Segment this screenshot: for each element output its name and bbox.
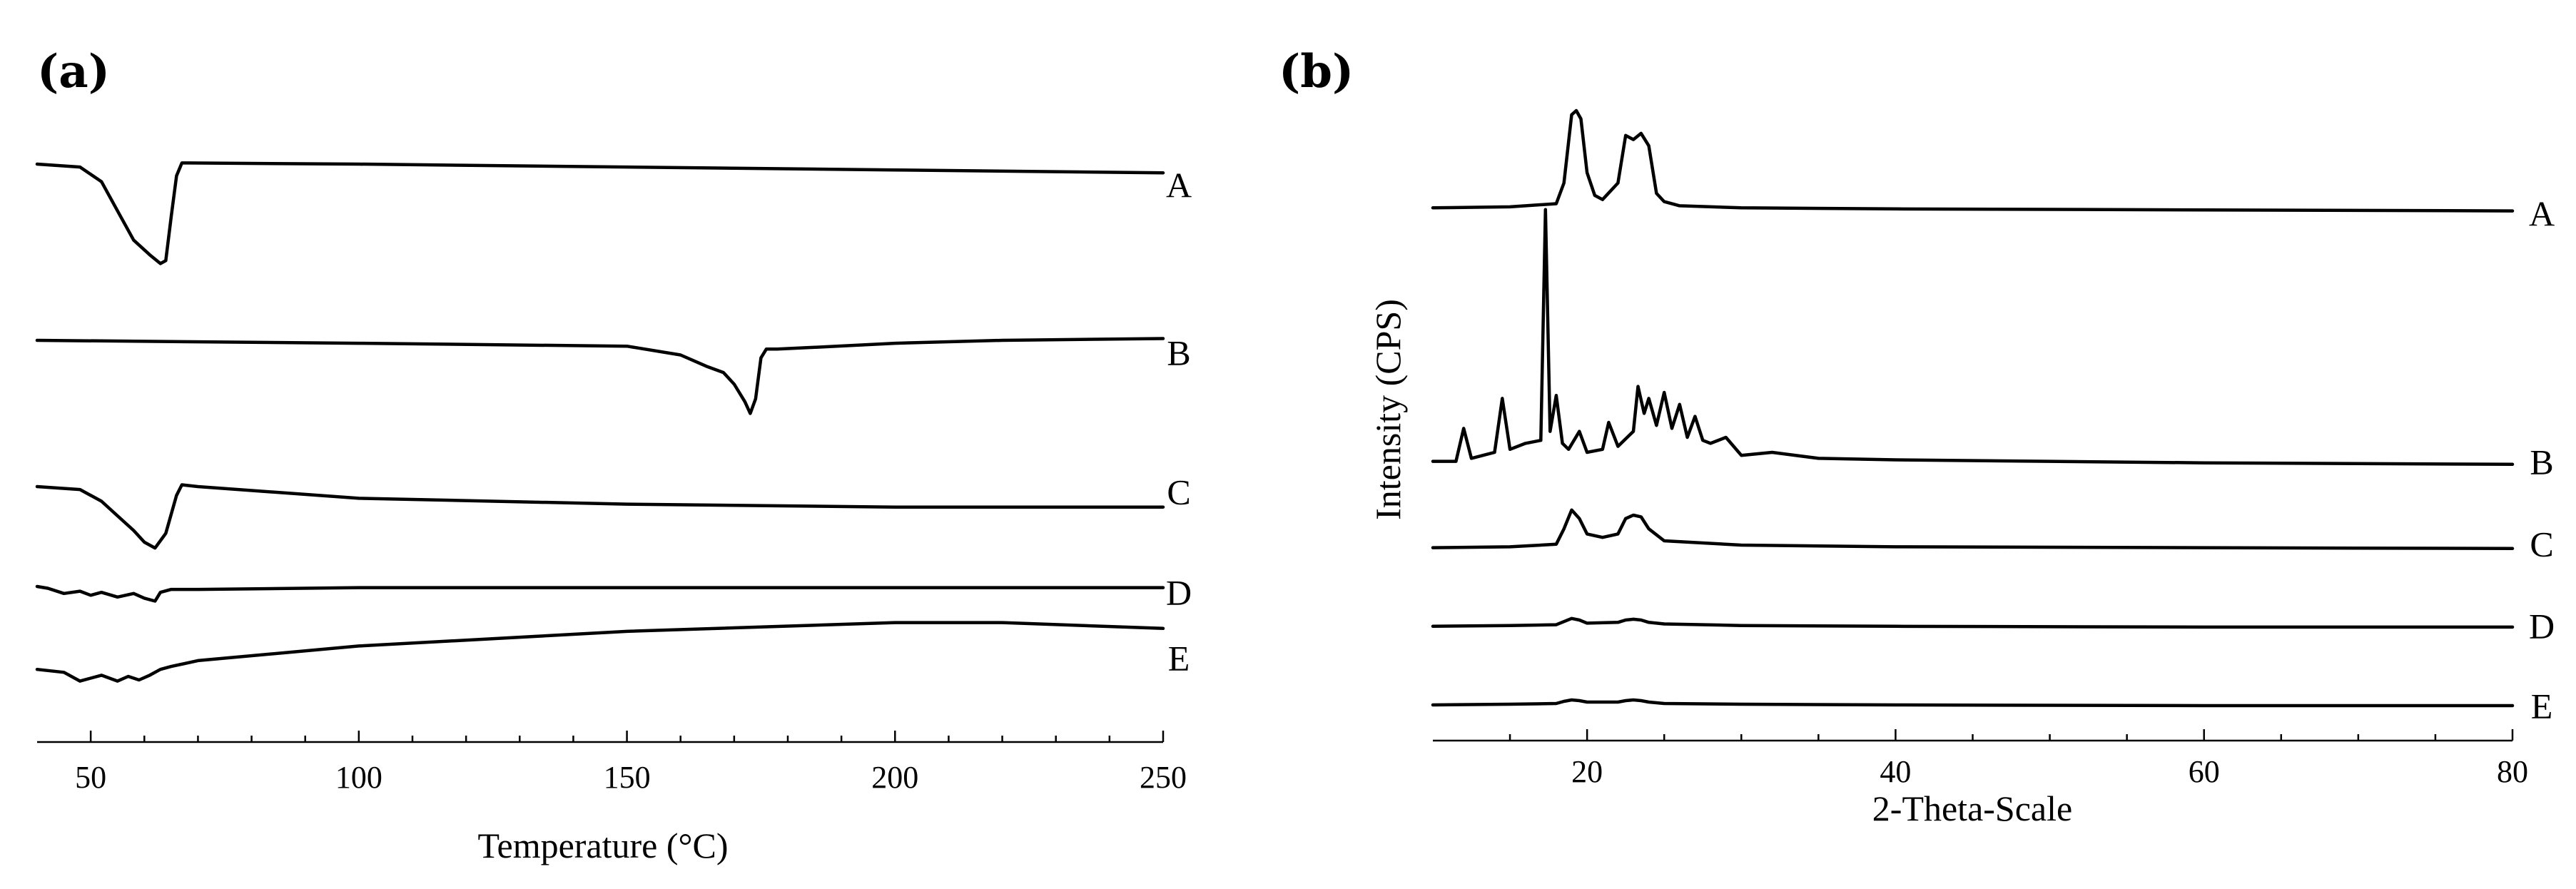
x-tick-label: 100: [335, 760, 382, 795]
series-label-C: C: [2530, 524, 2553, 564]
panel-b-traces: [1431, 108, 2515, 708]
x-tick-label: 80: [2497, 754, 2528, 789]
series-label-B: B: [1167, 332, 1190, 372]
trace-A: [1431, 108, 2515, 213]
series-label-E: E: [2531, 686, 2553, 726]
panel-a-dsc-chart: (a) 50 100 150 200 250 A B C DE Temperature (°C…: [35, 45, 1192, 865]
trace-D: [35, 584, 1165, 603]
panel-b-series-labels: A B C DE: [2529, 193, 2555, 726]
panel-b-x-axis-title: 2-Theta-Scale: [1872, 788, 2072, 828]
x-tick-label: 40: [1880, 754, 1911, 789]
series-label-A: A: [2529, 193, 2555, 233]
trace-B: [35, 337, 1165, 415]
panel-b-xrd-chart: (b) 20 40 60 80 A B C DE 2-Theta-Scale Intensi…: [1279, 45, 2555, 828]
series-label-A: A: [1166, 165, 1192, 205]
trace-C: [35, 483, 1165, 550]
series-label-D: D: [2529, 606, 2555, 646]
x-tick-label: 60: [2189, 754, 2220, 789]
panel-b-y-axis-title: Intensity (CPS): [1368, 299, 1408, 520]
x-tick-label: 50: [75, 760, 106, 795]
series-label-C: C: [1167, 472, 1190, 512]
panel-a-x-ticks: 50 100 150 200 250: [75, 731, 1187, 795]
series-label-B: B: [2530, 442, 2553, 482]
trace-A: [35, 161, 1165, 265]
panel-a-series-labels: A B C DE: [1166, 165, 1192, 678]
trace-E: [1431, 698, 2515, 708]
panel-b-x-ticks: 20 40 60 80: [1508, 729, 2528, 789]
panel-a-x-axis-title: Temperature (°C): [477, 826, 728, 865]
panel-b-label: (b): [1279, 45, 1354, 98]
trace-E: [35, 621, 1165, 683]
x-tick-label: 20: [1571, 754, 1603, 789]
panel-a-label: (a): [37, 45, 110, 98]
x-tick-label: 250: [1140, 760, 1187, 795]
trace-D: [1431, 616, 2515, 629]
trace-B: [1431, 208, 2515, 467]
trace-C: [1431, 508, 2515, 551]
panel-a-traces: [35, 161, 1165, 683]
x-tick-label: 200: [871, 760, 918, 795]
series-label-D: D: [1166, 572, 1192, 612]
series-label-E: E: [1168, 638, 1190, 678]
x-tick-label: 150: [604, 760, 651, 795]
